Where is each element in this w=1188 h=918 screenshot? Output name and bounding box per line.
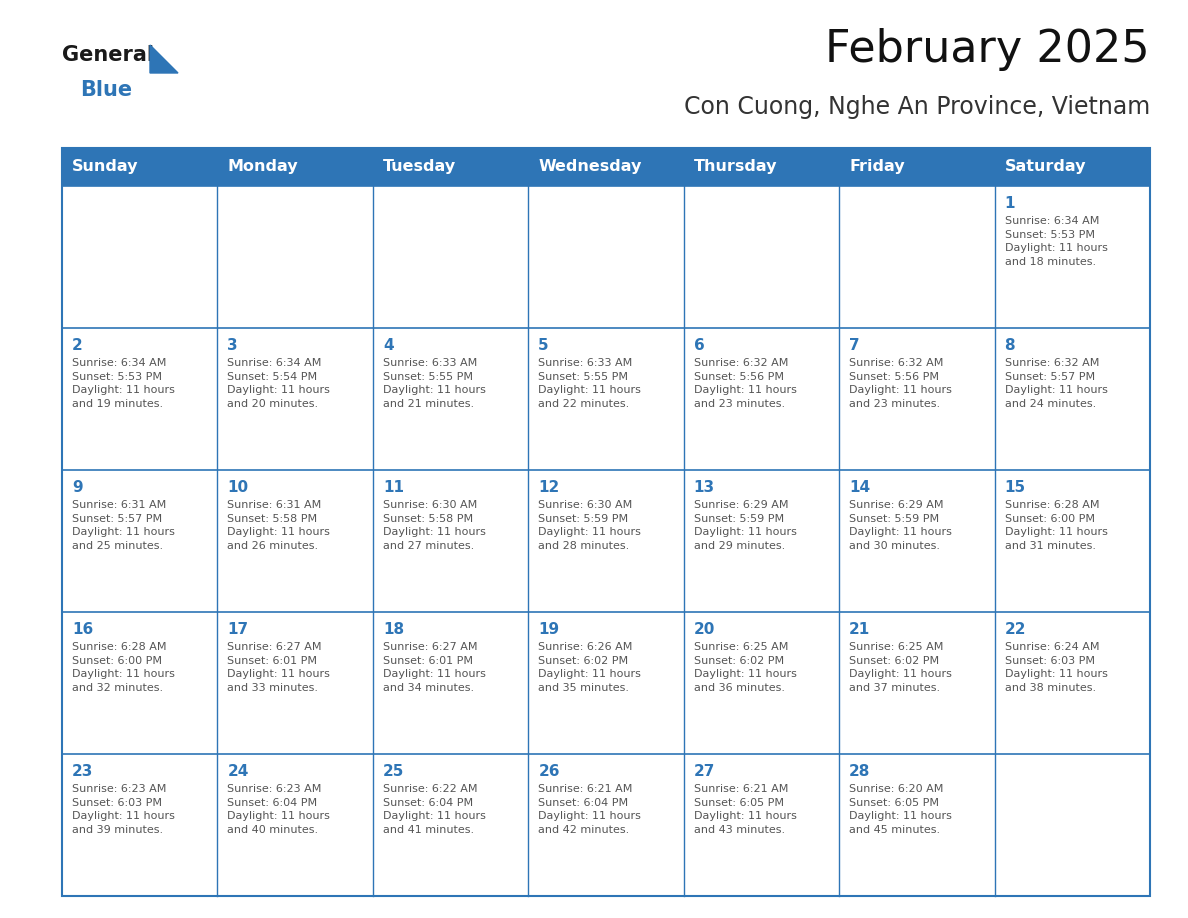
Text: Sunrise: 6:28 AM
Sunset: 6:00 PM
Daylight: 11 hours
and 32 minutes.: Sunrise: 6:28 AM Sunset: 6:00 PM Dayligh… [72, 642, 175, 693]
Text: Monday: Monday [227, 160, 298, 174]
Text: 10: 10 [227, 480, 248, 495]
Text: Sunrise: 6:32 AM
Sunset: 5:56 PM
Daylight: 11 hours
and 23 minutes.: Sunrise: 6:32 AM Sunset: 5:56 PM Dayligh… [694, 358, 797, 409]
Text: 17: 17 [227, 622, 248, 637]
Text: 4: 4 [383, 338, 393, 353]
Text: 23: 23 [72, 764, 94, 779]
Text: Sunrise: 6:20 AM
Sunset: 6:05 PM
Daylight: 11 hours
and 45 minutes.: Sunrise: 6:20 AM Sunset: 6:05 PM Dayligh… [849, 784, 952, 834]
Text: 19: 19 [538, 622, 560, 637]
Text: Sunrise: 6:21 AM
Sunset: 6:05 PM
Daylight: 11 hours
and 43 minutes.: Sunrise: 6:21 AM Sunset: 6:05 PM Dayligh… [694, 784, 797, 834]
Text: 15: 15 [1005, 480, 1025, 495]
Text: Con Cuong, Nghe An Province, Vietnam: Con Cuong, Nghe An Province, Vietnam [684, 95, 1150, 119]
Text: Sunrise: 6:32 AM
Sunset: 5:56 PM
Daylight: 11 hours
and 23 minutes.: Sunrise: 6:32 AM Sunset: 5:56 PM Dayligh… [849, 358, 952, 409]
Text: Friday: Friday [849, 160, 905, 174]
Text: Sunrise: 6:31 AM
Sunset: 5:58 PM
Daylight: 11 hours
and 26 minutes.: Sunrise: 6:31 AM Sunset: 5:58 PM Dayligh… [227, 500, 330, 551]
Text: Sunrise: 6:27 AM
Sunset: 6:01 PM
Daylight: 11 hours
and 33 minutes.: Sunrise: 6:27 AM Sunset: 6:01 PM Dayligh… [227, 642, 330, 693]
Text: 16: 16 [72, 622, 93, 637]
Text: Blue: Blue [80, 80, 132, 100]
Text: Sunrise: 6:25 AM
Sunset: 6:02 PM
Daylight: 11 hours
and 36 minutes.: Sunrise: 6:25 AM Sunset: 6:02 PM Dayligh… [694, 642, 797, 693]
Text: Sunrise: 6:34 AM
Sunset: 5:53 PM
Daylight: 11 hours
and 18 minutes.: Sunrise: 6:34 AM Sunset: 5:53 PM Dayligh… [1005, 216, 1107, 267]
Text: Sunrise: 6:28 AM
Sunset: 6:00 PM
Daylight: 11 hours
and 31 minutes.: Sunrise: 6:28 AM Sunset: 6:00 PM Dayligh… [1005, 500, 1107, 551]
Bar [62, 148, 1150, 896]
Text: Sunrise: 6:29 AM
Sunset: 5:59 PM
Daylight: 11 hours
and 30 minutes.: Sunrise: 6:29 AM Sunset: 5:59 PM Dayligh… [849, 500, 952, 551]
Text: 14: 14 [849, 480, 871, 495]
Polygon shape [150, 45, 178, 73]
Text: Thursday: Thursday [694, 160, 777, 174]
Text: Sunrise: 6:34 AM
Sunset: 5:54 PM
Daylight: 11 hours
and 20 minutes.: Sunrise: 6:34 AM Sunset: 5:54 PM Dayligh… [227, 358, 330, 409]
Text: 25: 25 [383, 764, 404, 779]
Text: Tuesday: Tuesday [383, 160, 456, 174]
Text: Wednesday: Wednesday [538, 160, 642, 174]
Text: General: General [62, 45, 154, 65]
Text: February 2025: February 2025 [826, 28, 1150, 71]
Text: Sunrise: 6:29 AM
Sunset: 5:59 PM
Daylight: 11 hours
and 29 minutes.: Sunrise: 6:29 AM Sunset: 5:59 PM Dayligh… [694, 500, 797, 551]
Text: Sunrise: 6:23 AM
Sunset: 6:03 PM
Daylight: 11 hours
and 39 minutes.: Sunrise: 6:23 AM Sunset: 6:03 PM Dayligh… [72, 784, 175, 834]
Text: 18: 18 [383, 622, 404, 637]
Text: 3: 3 [227, 338, 238, 353]
Text: 21: 21 [849, 622, 871, 637]
Text: Sunday: Sunday [72, 160, 139, 174]
Text: Sunrise: 6:32 AM
Sunset: 5:57 PM
Daylight: 11 hours
and 24 minutes.: Sunrise: 6:32 AM Sunset: 5:57 PM Dayligh… [1005, 358, 1107, 409]
Text: 20: 20 [694, 622, 715, 637]
Text: Sunrise: 6:31 AM
Sunset: 5:57 PM
Daylight: 11 hours
and 25 minutes.: Sunrise: 6:31 AM Sunset: 5:57 PM Dayligh… [72, 500, 175, 551]
Text: 12: 12 [538, 480, 560, 495]
Text: Sunrise: 6:23 AM
Sunset: 6:04 PM
Daylight: 11 hours
and 40 minutes.: Sunrise: 6:23 AM Sunset: 6:04 PM Dayligh… [227, 784, 330, 834]
Text: 1: 1 [1005, 196, 1015, 211]
Text: 24: 24 [227, 764, 248, 779]
Text: 2: 2 [72, 338, 83, 353]
Text: 27: 27 [694, 764, 715, 779]
Text: Sunrise: 6:30 AM
Sunset: 5:58 PM
Daylight: 11 hours
and 27 minutes.: Sunrise: 6:30 AM Sunset: 5:58 PM Dayligh… [383, 500, 486, 551]
Text: Sunrise: 6:26 AM
Sunset: 6:02 PM
Daylight: 11 hours
and 35 minutes.: Sunrise: 6:26 AM Sunset: 6:02 PM Dayligh… [538, 642, 642, 693]
Text: Sunrise: 6:30 AM
Sunset: 5:59 PM
Daylight: 11 hours
and 28 minutes.: Sunrise: 6:30 AM Sunset: 5:59 PM Dayligh… [538, 500, 642, 551]
Text: 26: 26 [538, 764, 560, 779]
Text: 9: 9 [72, 480, 83, 495]
Text: 28: 28 [849, 764, 871, 779]
Text: Sunrise: 6:33 AM
Sunset: 5:55 PM
Daylight: 11 hours
and 21 minutes.: Sunrise: 6:33 AM Sunset: 5:55 PM Dayligh… [383, 358, 486, 409]
Text: Sunrise: 6:24 AM
Sunset: 6:03 PM
Daylight: 11 hours
and 38 minutes.: Sunrise: 6:24 AM Sunset: 6:03 PM Dayligh… [1005, 642, 1107, 693]
Text: Saturday: Saturday [1005, 160, 1086, 174]
Text: 13: 13 [694, 480, 715, 495]
Text: 11: 11 [383, 480, 404, 495]
Text: Sunrise: 6:22 AM
Sunset: 6:04 PM
Daylight: 11 hours
and 41 minutes.: Sunrise: 6:22 AM Sunset: 6:04 PM Dayligh… [383, 784, 486, 834]
Text: Sunrise: 6:25 AM
Sunset: 6:02 PM
Daylight: 11 hours
and 37 minutes.: Sunrise: 6:25 AM Sunset: 6:02 PM Dayligh… [849, 642, 952, 693]
Text: 7: 7 [849, 338, 860, 353]
Text: Sunrise: 6:21 AM
Sunset: 6:04 PM
Daylight: 11 hours
and 42 minutes.: Sunrise: 6:21 AM Sunset: 6:04 PM Dayligh… [538, 784, 642, 834]
Text: Sunrise: 6:34 AM
Sunset: 5:53 PM
Daylight: 11 hours
and 19 minutes.: Sunrise: 6:34 AM Sunset: 5:53 PM Dayligh… [72, 358, 175, 409]
Text: 5: 5 [538, 338, 549, 353]
Text: Sunrise: 6:27 AM
Sunset: 6:01 PM
Daylight: 11 hours
and 34 minutes.: Sunrise: 6:27 AM Sunset: 6:01 PM Dayligh… [383, 642, 486, 693]
Text: Sunrise: 6:33 AM
Sunset: 5:55 PM
Daylight: 11 hours
and 22 minutes.: Sunrise: 6:33 AM Sunset: 5:55 PM Dayligh… [538, 358, 642, 409]
Bar [62, 148, 1150, 186]
Text: 6: 6 [694, 338, 704, 353]
Text: 8: 8 [1005, 338, 1016, 353]
Text: 22: 22 [1005, 622, 1026, 637]
